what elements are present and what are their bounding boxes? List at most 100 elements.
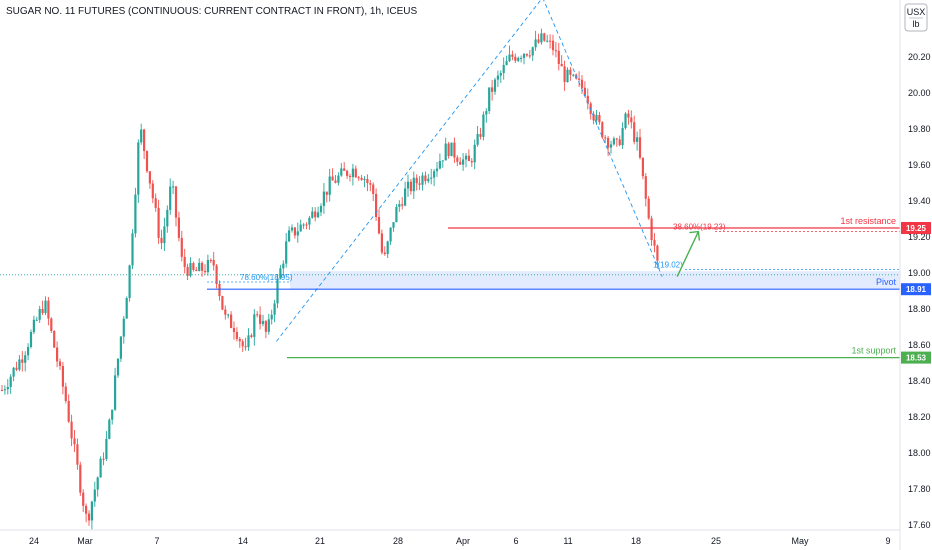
candle-body xyxy=(424,175,427,182)
y-tick-label: 20.00 xyxy=(908,88,931,98)
candle-body xyxy=(198,262,201,272)
price-label-badge xyxy=(901,222,931,234)
candle-body xyxy=(50,318,53,331)
level-label: Pivot xyxy=(876,277,897,287)
candle-body xyxy=(15,367,18,370)
candle-body xyxy=(583,87,586,96)
candle-body xyxy=(61,365,64,387)
candle-body xyxy=(180,237,183,257)
candle-body xyxy=(76,444,79,465)
candle-body xyxy=(24,355,27,363)
candle-body xyxy=(644,176,647,199)
y-tick-label: 19.60 xyxy=(908,160,931,170)
candle-body xyxy=(511,54,514,57)
candle-body xyxy=(279,268,282,279)
candle-body xyxy=(601,122,604,138)
candle-body xyxy=(520,58,523,60)
candle-body xyxy=(56,347,59,362)
candle-body xyxy=(299,224,302,232)
candle-body xyxy=(569,69,572,75)
x-tick-label: 24 xyxy=(29,536,39,546)
candle-body xyxy=(82,492,85,506)
candle-body xyxy=(595,115,598,121)
fib-level-label: 78.60%(18.95) xyxy=(240,273,293,282)
candle-body xyxy=(502,65,505,73)
candle-body xyxy=(119,336,122,359)
candle-body xyxy=(386,241,389,254)
y-tick-label: 18.20 xyxy=(908,412,931,422)
candle-body xyxy=(351,168,354,178)
candle-body xyxy=(638,137,642,158)
candle-body xyxy=(0,390,4,391)
candle-body xyxy=(647,198,650,219)
candle-body xyxy=(589,103,592,114)
candle-body xyxy=(630,117,633,123)
candle-body xyxy=(435,168,439,172)
candle-body xyxy=(441,160,444,162)
fib-trend-line xyxy=(276,0,542,342)
projection-arrow-head xyxy=(689,230,701,241)
price-label-badge xyxy=(901,351,931,364)
candle-body xyxy=(546,40,549,42)
candle-body xyxy=(238,338,241,342)
price-label-badge xyxy=(901,283,931,296)
candle-body xyxy=(476,133,479,145)
candle-body xyxy=(406,181,410,189)
candle-body xyxy=(415,177,418,184)
candle-body xyxy=(67,400,70,422)
candle-body xyxy=(514,56,517,61)
candle-body xyxy=(395,206,398,223)
candle-body xyxy=(9,376,12,387)
candle-body xyxy=(636,137,639,142)
candle-body xyxy=(105,438,108,459)
candle-body xyxy=(366,178,369,184)
candle-body xyxy=(325,191,328,195)
candle-body xyxy=(488,87,491,112)
candle-body xyxy=(241,341,244,347)
candle-body xyxy=(64,386,67,401)
candle-body xyxy=(209,259,212,261)
candle-body xyxy=(656,245,659,261)
y-tick-label: 19.40 xyxy=(908,196,931,206)
candle-body xyxy=(282,263,285,269)
candle-body xyxy=(508,54,511,62)
chart-title: SUGAR NO. 11 FUTURES (CONTINUOUS: CURREN… xyxy=(6,6,417,17)
candlestick-series xyxy=(0,28,659,530)
candle-body xyxy=(447,143,450,156)
candle-body xyxy=(232,328,236,333)
candle-body xyxy=(531,47,534,56)
candle-body xyxy=(354,168,357,178)
candle-body xyxy=(172,186,175,188)
candle-body xyxy=(319,205,323,213)
candle-body xyxy=(377,217,381,234)
candle-body xyxy=(224,309,227,315)
candle-body xyxy=(372,184,375,194)
candle-body xyxy=(398,204,401,207)
candle-body xyxy=(6,386,9,390)
candle-body xyxy=(618,139,621,146)
candle-body xyxy=(134,194,137,234)
candle-body xyxy=(145,151,149,172)
x-tick-label: 7 xyxy=(154,536,159,546)
candle-body xyxy=(491,87,494,92)
candle-body xyxy=(479,133,482,137)
currency-unit-badge[interactable]: USX lb xyxy=(904,3,928,32)
candle-body xyxy=(18,359,21,370)
candle-body xyxy=(264,321,267,332)
candle-body xyxy=(256,314,259,316)
candle-body xyxy=(276,278,279,304)
candle-body xyxy=(322,191,325,206)
candle-body xyxy=(525,53,528,56)
candle-body xyxy=(259,314,262,324)
price-label-text: 18.53 xyxy=(906,354,927,363)
candle-body xyxy=(108,419,111,439)
y-tick-label: 19.80 xyxy=(908,124,931,134)
x-axis[interactable]: 24 Mar 7 14 21 28 Apr 6 11 18 25 May 9 xyxy=(29,536,891,546)
x-tick-label: 14 xyxy=(238,536,248,546)
y-axis[interactable]: 20.20 20.00 19.80 19.60 19.40 19.20 19.00 18.80… xyxy=(908,52,931,530)
y-tick-label: 17.60 xyxy=(908,520,931,530)
candle-body xyxy=(598,115,601,123)
x-tick-label: 28 xyxy=(393,536,403,546)
candle-body xyxy=(218,283,221,297)
